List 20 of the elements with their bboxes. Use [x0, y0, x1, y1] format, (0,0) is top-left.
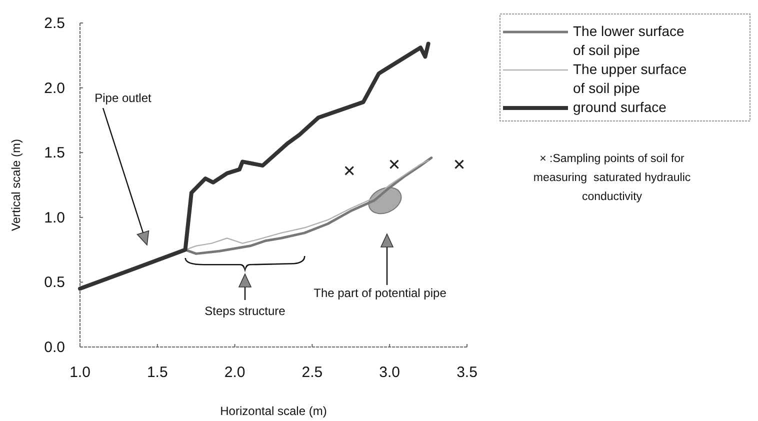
annotation: Steps structure: [204, 304, 286, 318]
x-tick-label: 3.0: [379, 364, 400, 381]
y-tick-label: 0.0: [44, 339, 65, 356]
y-axis-title: Vertical scale (m): [9, 138, 23, 232]
x-tick-label: 2.0: [224, 364, 246, 381]
x-axis-title: Horizontal scale (m): [220, 404, 327, 418]
x-tick-label: 2.5: [302, 364, 323, 381]
y-tick-label: 1.5: [44, 144, 65, 162]
x-tick-label: 3.5: [456, 364, 478, 381]
y-tick-label: 1.0: [44, 209, 65, 226]
x-tick-label: 1.0: [70, 364, 90, 381]
legend-label: ground surface: [573, 99, 667, 115]
y-tick-label: 2.0: [44, 80, 65, 97]
x-tick-label: 1.5: [146, 364, 168, 381]
y-tick-label: 2.5: [44, 15, 65, 32]
y-tick-label: 0.5: [44, 274, 65, 292]
annotation: Pipe outlet: [94, 91, 152, 105]
annotation: The part of potential pipe: [314, 286, 447, 300]
legend-label: The lower surface of soil pipe: [573, 23, 684, 58]
text: × :Sampling points of soil for measuring saturated hydraulic conductivity: [533, 153, 691, 203]
